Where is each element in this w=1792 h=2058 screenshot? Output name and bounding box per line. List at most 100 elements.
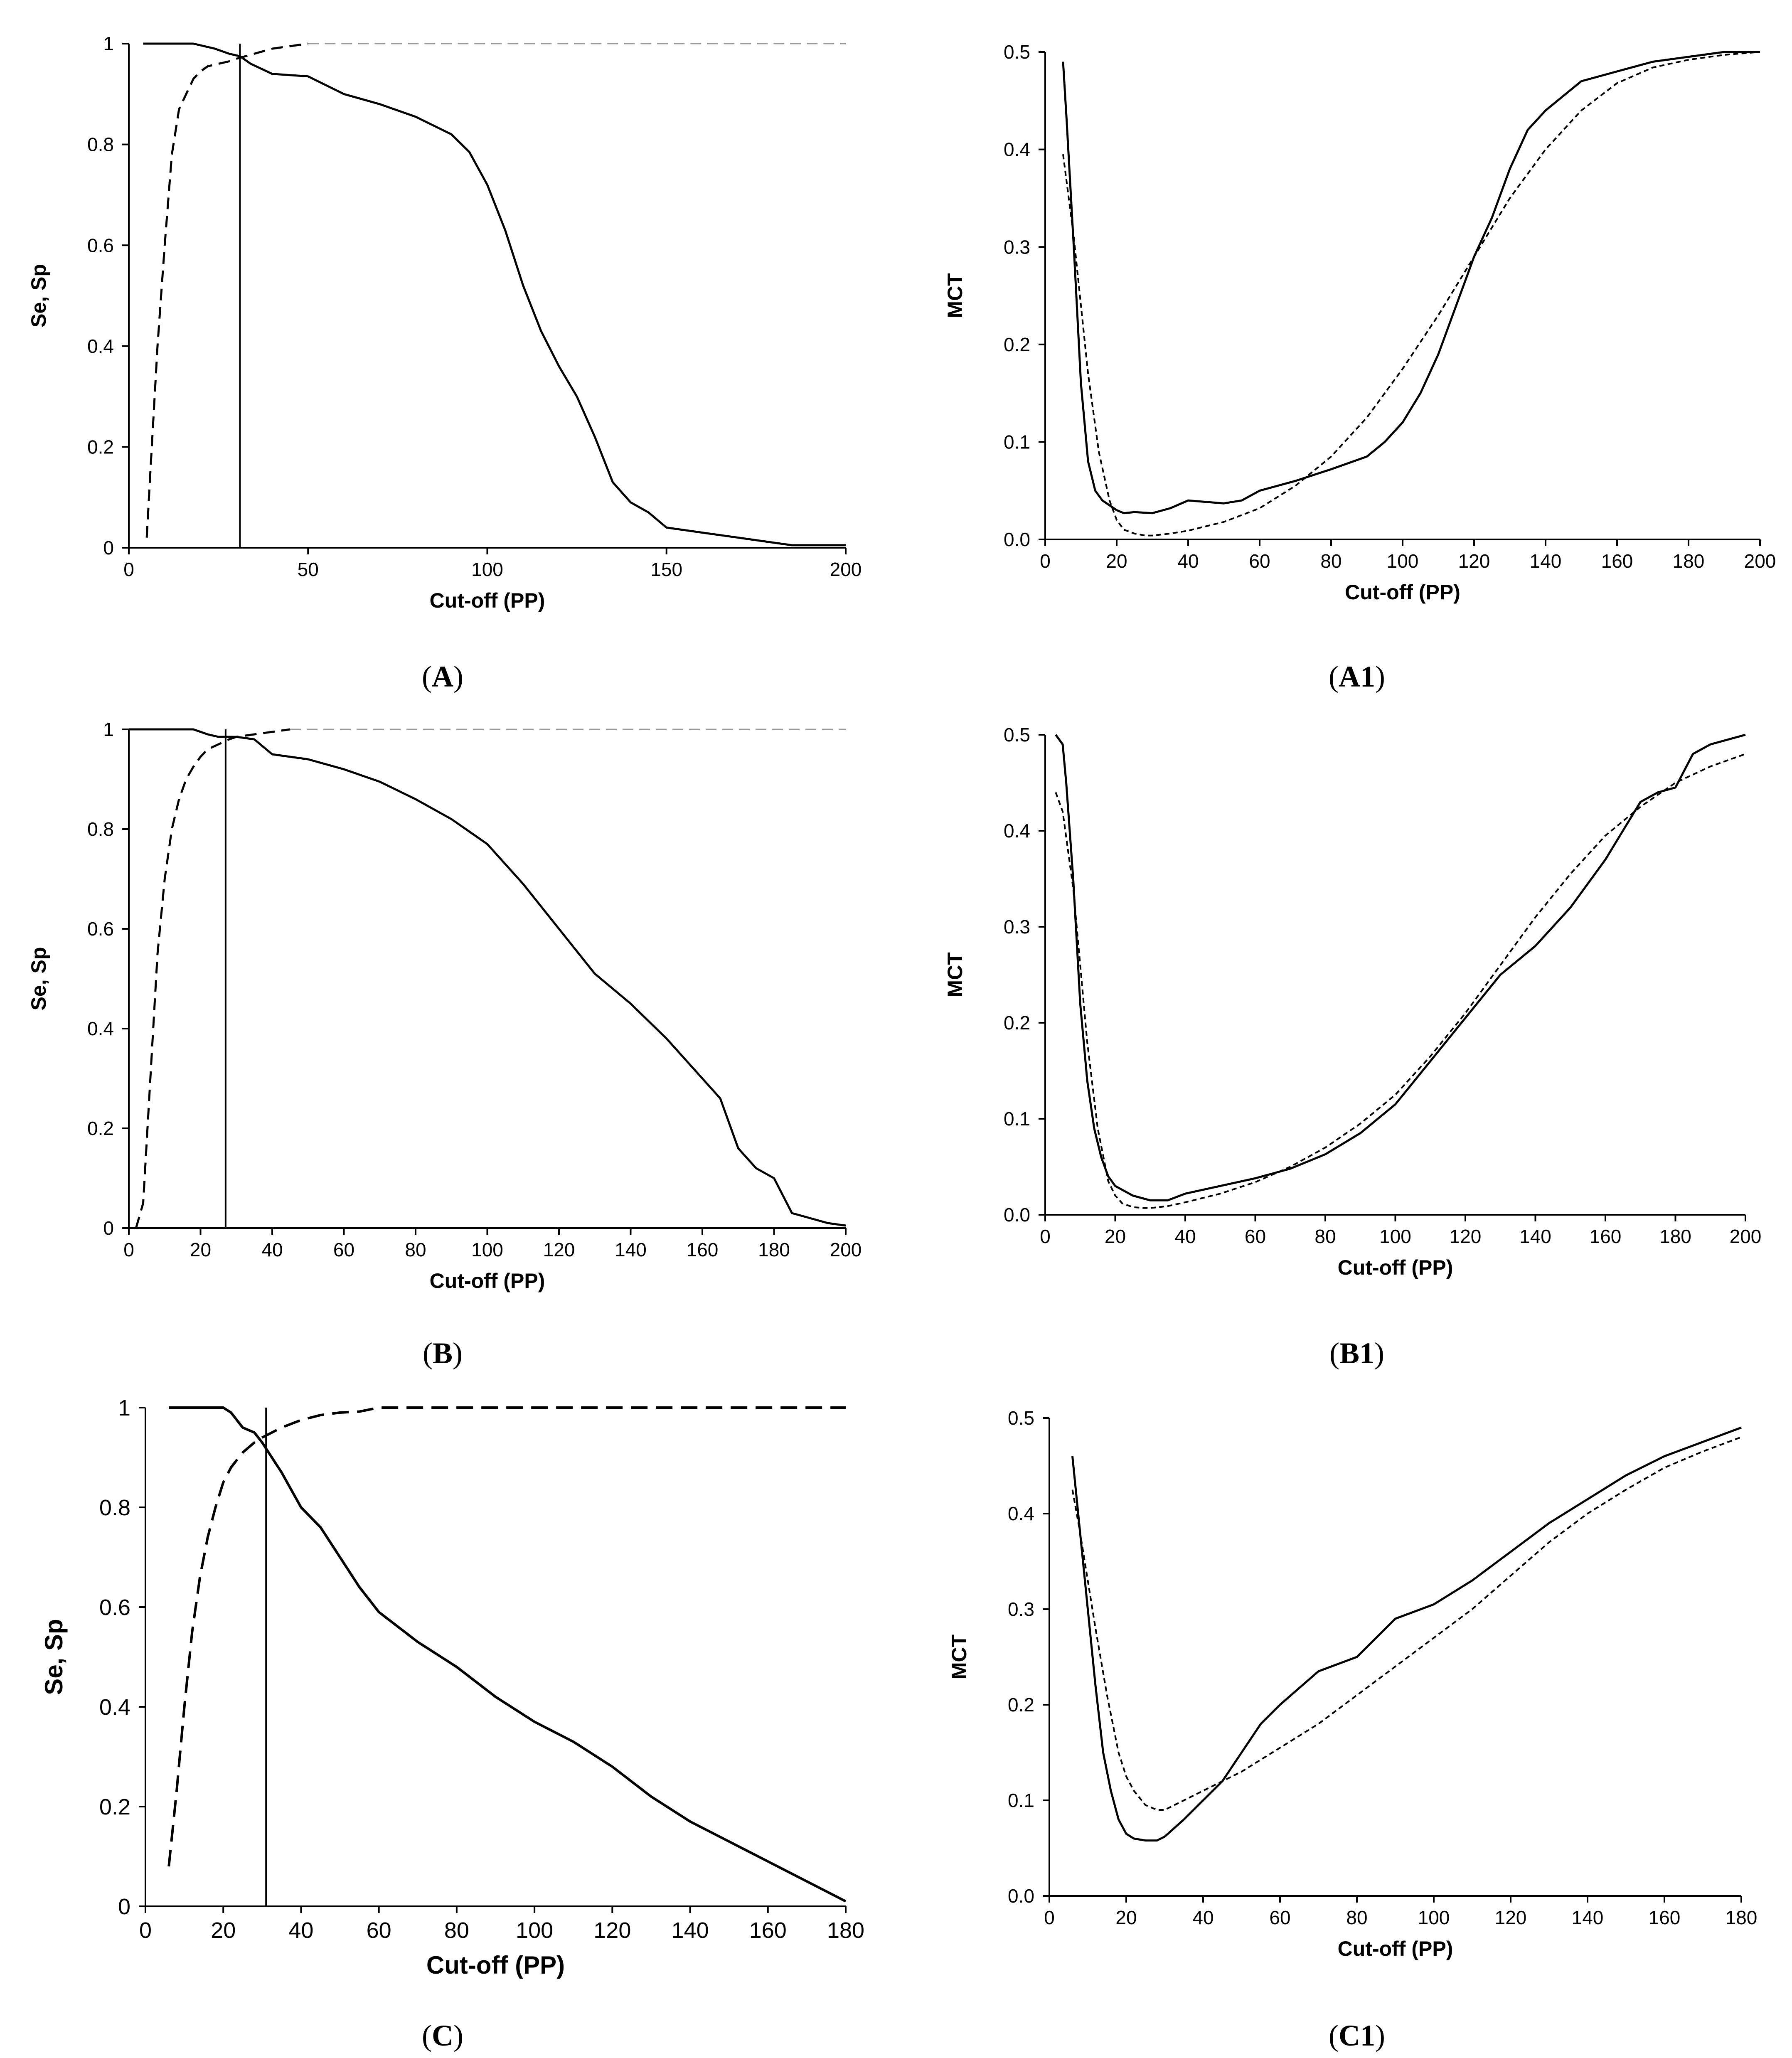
chart-panel-c1: 0.0 0.1 0.2 0.3 0.4 0.5 0 20 40 60 80 100 120 140 160 1… xyxy=(948,1407,1757,2052)
x-tick-label: 50 xyxy=(298,559,319,580)
series-line-sp xyxy=(167,1406,846,1867)
x-tick-label: 140 xyxy=(615,1239,647,1260)
series-line-fitted xyxy=(1062,51,1760,537)
x-tick-label: 100 xyxy=(1387,550,1419,572)
y-tick-label: 1 xyxy=(118,1396,130,1420)
y-axis-title: MCT xyxy=(948,1635,971,1679)
x-tick-label: 60 xyxy=(367,1918,391,1943)
series-line-fitted xyxy=(1071,1436,1742,1811)
y-tick-label: 0.0 xyxy=(1004,529,1030,550)
x-axis-title: Cut-off (PP) xyxy=(430,1269,545,1292)
x-tick-label: 140 xyxy=(1519,1226,1551,1247)
y-tick-label: 0 xyxy=(118,1894,130,1919)
x-tick-label: 60 xyxy=(333,1239,354,1260)
y-tick-label: 0 xyxy=(103,1217,114,1239)
x-tick-label: 80 xyxy=(405,1239,426,1260)
series-line-observed xyxy=(1071,1426,1742,1842)
x-tick-label: 20 xyxy=(1106,550,1127,572)
series-line-sp xyxy=(135,728,290,1228)
x-tick-label: 120 xyxy=(1495,1907,1527,1928)
x-tick-label: 180 xyxy=(1673,550,1705,572)
x-tick-label: 60 xyxy=(1269,1907,1290,1928)
y-tick-label: 0.2 xyxy=(87,436,114,458)
y-tick-label: 0.5 xyxy=(1004,724,1030,746)
panel-label: (B1) xyxy=(1329,1337,1384,1370)
y-tick-label: 0.0 xyxy=(1008,1885,1034,1907)
chart-panel-c: 0 0.2 0.4 0.6 0.8 1 0 20 40 60 80 100 120 140 160 180 Cu… xyxy=(40,1396,864,2052)
y-tick-label: 0.2 xyxy=(1004,334,1030,355)
x-axis-title: Cut-off (PP) xyxy=(1345,581,1460,604)
x-tick-label: 100 xyxy=(1418,1907,1450,1928)
y-tick-label: 0.4 xyxy=(87,1018,114,1039)
y-tick-label: 0.2 xyxy=(99,1795,130,1819)
series-line-observed xyxy=(1055,734,1746,1201)
x-tick-label: 160 xyxy=(687,1239,719,1260)
y-tick-label: 0.4 xyxy=(1008,1503,1034,1524)
y-tick-label: 0.2 xyxy=(87,1118,114,1139)
x-tick-label: 160 xyxy=(749,1918,787,1943)
y-tick-label: 0.3 xyxy=(1004,236,1030,258)
chart-panel-b: 0 0.2 0.4 0.6 0.8 1 0 20 40 60 80 100 120 140 160 180 20… xyxy=(27,719,862,1370)
y-axis-title: Se, Sp xyxy=(27,264,50,327)
y-axis-title: Se, Sp xyxy=(27,947,50,1011)
panel-label: (A1) xyxy=(1329,660,1385,693)
x-tick-label: 0 xyxy=(123,1239,134,1260)
x-tick-label: 80 xyxy=(1320,550,1342,572)
x-tick-label: 40 xyxy=(1177,550,1199,572)
series-line-se xyxy=(169,1406,847,1903)
x-tick-label: 60 xyxy=(1249,550,1270,572)
x-tick-label: 20 xyxy=(1105,1226,1126,1247)
y-tick-label: 0.3 xyxy=(1004,916,1030,938)
x-tick-label: 20 xyxy=(211,1918,236,1943)
x-tick-label: 100 xyxy=(1379,1226,1411,1247)
x-tick-label: 40 xyxy=(261,1239,283,1260)
x-tick-label: 180 xyxy=(1659,1226,1691,1247)
y-axis-title: Se, Sp xyxy=(40,1619,68,1695)
x-tick-label: 180 xyxy=(1726,1907,1758,1928)
x-tick-label: 140 xyxy=(672,1918,709,1943)
series-line-se xyxy=(143,42,846,547)
x-tick-label: 160 xyxy=(1601,550,1633,572)
y-tick-label: 0.5 xyxy=(1008,1407,1034,1429)
x-tick-label: 20 xyxy=(1115,1907,1137,1928)
x-axis-title: Cut-off (PP) xyxy=(430,589,545,612)
y-tick-label: 0.5 xyxy=(1004,41,1030,63)
x-axis-title: Cut-off (PP) xyxy=(426,1951,565,1979)
y-tick-label: 1 xyxy=(103,33,114,54)
y-tick-label: 0.4 xyxy=(1004,820,1030,842)
y-tick-label: 0.6 xyxy=(87,918,114,940)
x-tick-label: 0 xyxy=(139,1918,152,1943)
panel-label: (C) xyxy=(422,2019,463,2052)
y-tick-label: 0.1 xyxy=(1004,1108,1030,1130)
x-tick-label: 40 xyxy=(1192,1907,1214,1928)
x-tick-label: 140 xyxy=(1530,550,1562,572)
y-tick-label: 0.2 xyxy=(1004,1012,1030,1034)
y-tick-label: 0.2 xyxy=(1008,1694,1034,1716)
y-tick-label: 0.4 xyxy=(1004,139,1030,160)
x-tick-label: 180 xyxy=(758,1239,790,1260)
y-tick-label: 0.3 xyxy=(1008,1598,1034,1620)
y-tick-label: 0.6 xyxy=(99,1595,130,1620)
chart-panel-b1: 0.0 0.1 0.2 0.3 0.4 0.5 0 20 40 60 80 100 120 140 160 1… xyxy=(943,724,1761,1370)
x-tick-label: 0 xyxy=(1040,1226,1051,1247)
y-tick-label: 0.1 xyxy=(1008,1790,1034,1811)
x-tick-label: 20 xyxy=(190,1239,211,1260)
chart-panel-a: 0 0.2 0.4 0.6 0.8 1 0 50 100 150 200 Cut-off (PP) Se… xyxy=(27,33,862,693)
panel-label: (B) xyxy=(423,1337,463,1370)
x-tick-label: 160 xyxy=(1590,1226,1622,1247)
y-tick-label: 0.8 xyxy=(87,134,114,155)
y-tick-label: 0.6 xyxy=(87,234,114,256)
x-tick-label: 200 xyxy=(830,1239,862,1260)
y-tick-label: 0.4 xyxy=(87,335,114,357)
y-tick-label: 0.4 xyxy=(99,1695,130,1720)
x-tick-label: 180 xyxy=(827,1918,864,1943)
x-tick-label: 100 xyxy=(516,1918,553,1943)
x-tick-label: 0 xyxy=(1040,550,1051,572)
series-line-fitted xyxy=(1055,753,1746,1209)
x-tick-label: 0 xyxy=(123,559,134,580)
y-axis-title: MCT xyxy=(943,273,967,318)
panel-label: (C1) xyxy=(1329,2019,1385,2052)
series-line-sp xyxy=(145,42,308,538)
chart-panel-a1: 0.0 0.1 0.2 0.3 0.4 0.5 0 20 40 60 80 100 120 140 160 1… xyxy=(943,41,1776,693)
